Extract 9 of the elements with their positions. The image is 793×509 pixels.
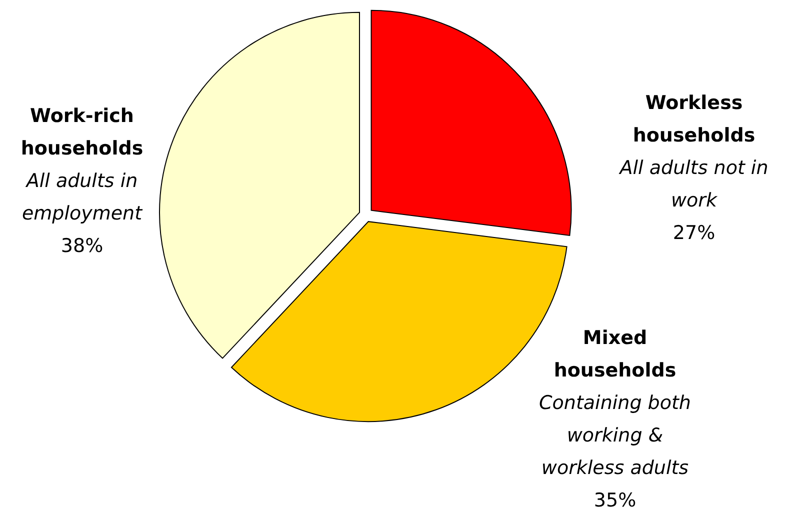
text: All adults in employment <box>22 170 144 224</box>
text: All adults not in work <box>618 157 768 212</box>
text: Containing both working & workless adults <box>539 392 691 479</box>
data-label: 35% <box>594 490 636 509</box>
data-label: 27% <box>672 222 716 244</box>
slice-label: Mixed households <box>554 327 676 382</box>
slice-label: Workless households <box>632 92 756 146</box>
slice-label: Work-rich households <box>20 105 144 160</box>
data-label: 38% <box>60 235 104 257</box>
